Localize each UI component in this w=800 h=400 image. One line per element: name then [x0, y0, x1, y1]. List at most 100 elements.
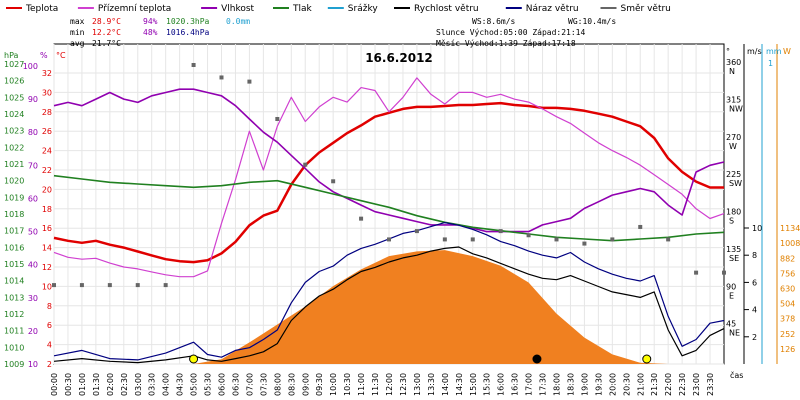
deg-tick-label: 135 — [726, 245, 741, 254]
c-tick-label: 22 — [42, 166, 52, 175]
x-tick-label: 15:00 — [469, 373, 478, 396]
max-temp: 28.9°C — [92, 17, 121, 26]
ms-tick-label: 2 — [752, 333, 757, 342]
series-line — [53, 246, 725, 364]
x-tick-label: 18:00 — [553, 373, 562, 396]
ms-axis-title: m/s — [747, 47, 762, 56]
ws-value: WS:8.6m/s — [472, 17, 516, 26]
series-line — [53, 222, 725, 361]
max-label: max — [70, 17, 85, 26]
deg-tick-label: 225 — [726, 170, 741, 179]
w-tick-label: 252 — [780, 330, 795, 339]
x-axis-title: čas — [730, 370, 743, 380]
hpa-tick-label: 1011 — [4, 327, 24, 336]
x-tick-label: 03:00 — [134, 373, 143, 396]
w-tick-label: 630 — [780, 285, 795, 294]
wind-dir-point — [219, 75, 224, 80]
hpa-tick-label: 1019 — [4, 193, 24, 202]
x-tick-label: 05:00 — [190, 373, 199, 396]
hpa-tick-label: 1016 — [4, 243, 24, 252]
astro-marker — [642, 354, 652, 364]
x-tick-label: 01:00 — [78, 373, 87, 396]
wind-dir-point — [107, 283, 112, 288]
wind-dir-point — [470, 237, 475, 242]
wind-dir-point — [666, 237, 671, 242]
wind-dir-point — [387, 237, 391, 242]
sun-times: Slunce Východ:05:00 Západ:21:14 — [436, 28, 585, 37]
wind-dir-point — [414, 229, 419, 234]
dir-tick-label: NW — [729, 104, 743, 113]
x-tick-label: 16:30 — [511, 373, 520, 396]
dir-tick-label: E — [729, 291, 734, 300]
deg-tick-label: 315 — [726, 95, 741, 104]
pct-tick-label: 30 — [28, 294, 38, 303]
x-tick-label: 06:00 — [218, 373, 227, 396]
pct-tick-label: 10 — [28, 360, 38, 369]
pct-tick-label: 20 — [28, 327, 38, 336]
x-tick-label: 11:30 — [371, 373, 380, 396]
x-tick-label: 10:30 — [343, 373, 352, 396]
min-hum: 48% — [143, 28, 158, 37]
dir-tick-label: S — [729, 217, 734, 226]
mm-tick-label: 1 — [768, 59, 773, 68]
x-tick-label: 17:30 — [539, 373, 548, 396]
c-tick-label: 28 — [42, 108, 52, 117]
pct-tick-label: 90 — [28, 95, 38, 104]
w-axis-title: W — [783, 47, 791, 56]
x-tick-label: 13:00 — [413, 373, 422, 396]
x-tick-label: 15:30 — [483, 373, 492, 396]
c-tick-label: 32 — [42, 69, 52, 78]
c-tick-label: 30 — [42, 88, 52, 97]
pct-tick-label: 60 — [28, 194, 38, 203]
w-tick-label: 126 — [780, 345, 795, 354]
hpa-tick-label: 1027 — [4, 60, 24, 69]
legend-label: Tlak — [292, 4, 313, 14]
wind-dir-point — [526, 233, 531, 238]
c-tick-label: 12 — [42, 263, 52, 272]
ms-tick-label: 10 — [752, 224, 762, 233]
hpa-tick-label: 1013 — [4, 293, 24, 302]
x-tick-label: 23:00 — [692, 373, 701, 396]
dir-tick-label: N — [729, 67, 735, 76]
deg-tick-label: 360 — [726, 58, 741, 67]
astro-marker — [189, 354, 199, 364]
x-tick-label: 22:00 — [664, 373, 673, 396]
wind-dir-point — [554, 237, 559, 242]
series-group — [52, 63, 726, 364]
hpa-tick-label: 1009 — [4, 360, 24, 369]
x-tick-label: 04:30 — [176, 373, 185, 396]
x-tick-label: 18:30 — [566, 373, 575, 396]
legend: Teplota Přízemní teplota Vlhkost Tlak Srážky… — [6, 4, 671, 14]
wind-dir-point — [582, 241, 587, 246]
c-tick-label: 24 — [42, 147, 52, 156]
x-tick-label: 19:00 — [580, 373, 589, 396]
x-tick-label: 21:30 — [650, 373, 659, 396]
series-line — [53, 101, 724, 264]
pct-tick-label: 80 — [28, 128, 38, 137]
x-tick-label: 03:30 — [148, 373, 157, 396]
hpa-tick-label: 1026 — [4, 77, 24, 86]
x-tick-label: 01:30 — [92, 373, 101, 396]
hpa-tick-label: 1015 — [4, 260, 24, 269]
hpa-tick-label: 1020 — [4, 177, 24, 186]
x-tick-label: 12:30 — [399, 373, 408, 396]
avg-temp: 21.7°C — [92, 39, 121, 48]
c-tick-label: 14 — [42, 244, 52, 253]
x-tick-label: 09:30 — [315, 373, 324, 396]
hpa-axis-title: hPa — [4, 51, 19, 60]
x-tick-label: 00:30 — [64, 373, 73, 396]
w-tick-label: 882 — [780, 254, 795, 263]
c-tick-label: 4 — [47, 341, 52, 350]
wind-dir-point — [163, 283, 168, 288]
wind-dir-point — [303, 162, 308, 167]
x-tick-label: 00:00 — [50, 373, 59, 396]
min-press: 1016.4hPa — [166, 28, 210, 37]
x-tick-label: 07:30 — [259, 373, 268, 396]
pct-tick-label: 50 — [28, 228, 38, 237]
legend-label: Směr větru — [621, 4, 671, 14]
solar-area-fill — [54, 250, 724, 364]
w-tick-label: 756 — [780, 269, 795, 278]
x-tick-label: 10:00 — [329, 373, 338, 396]
w-tick-label: 1134 — [780, 224, 800, 233]
wind-dir-point — [694, 270, 699, 275]
